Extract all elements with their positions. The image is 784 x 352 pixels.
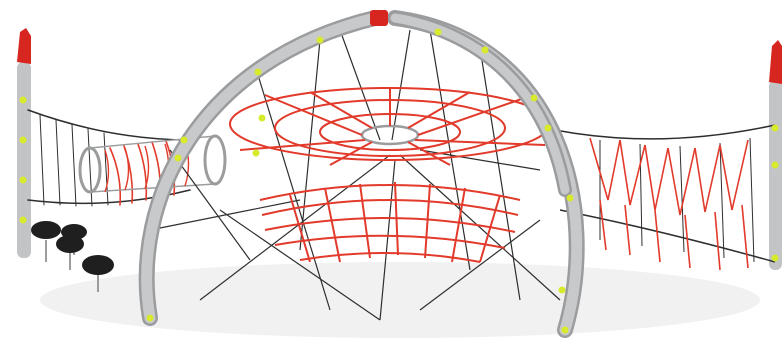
left-post [17,28,31,258]
right-post [769,40,782,270]
rope-tunnel [78,134,227,194]
stepping-pods [31,221,114,292]
lower-red-net [259,181,521,263]
arch-top-cap [370,10,388,26]
right-rope-bridge [554,124,776,271]
joint-connectors [19,28,779,334]
steel-arches [138,10,585,338]
upper-spider-net [229,87,551,166]
